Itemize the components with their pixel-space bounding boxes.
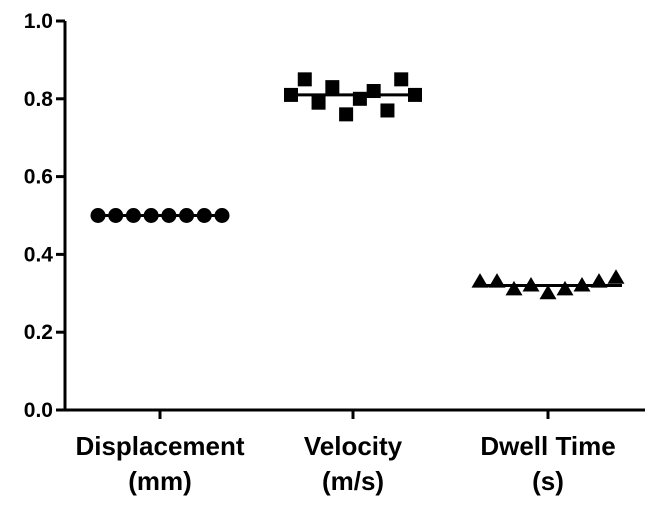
data-point-triangle <box>522 277 540 292</box>
x-category-unit-label: (m/s) <box>322 466 384 496</box>
data-point-triangle <box>607 269 625 284</box>
data-point-circle <box>161 208 177 223</box>
axes: 0.0 0.2 0.4 0.6 0.8 1.0 <box>24 10 645 422</box>
y-tick-label: 0.6 <box>24 166 53 189</box>
data-point-square <box>408 87 422 102</box>
category-labels: Displacement (mm) Velocity (m/s) Dwell Time (… <box>75 431 615 496</box>
data-point-circle <box>125 208 141 223</box>
data-point-square <box>311 95 326 110</box>
y-tick-label: 0.8 <box>24 88 54 111</box>
data-point-triangle <box>590 273 608 288</box>
data-point-square <box>339 107 354 122</box>
data-point-square <box>297 72 312 87</box>
data-point-circle <box>214 208 230 223</box>
data-point-triangle <box>505 280 523 296</box>
data-point-square <box>380 103 395 118</box>
data-point-triangle <box>471 273 489 288</box>
y-tick-label: 1.0 <box>24 10 53 33</box>
data-point-square <box>352 91 367 106</box>
x-category-unit-label: (mm) <box>128 466 192 496</box>
data-point-square <box>394 72 409 87</box>
data-point-square <box>366 84 381 99</box>
data-point-circle <box>196 208 212 223</box>
x-category-label: Dwell Time <box>480 431 615 461</box>
data-point-circle <box>179 208 195 223</box>
x-category-unit-label: (s) <box>532 466 564 496</box>
x-category-label: Displacement <box>75 431 244 461</box>
x-category-label: Velocity <box>304 431 403 461</box>
data-point-triangle <box>488 273 506 288</box>
data-point-triangle <box>573 277 591 292</box>
data-point-circle <box>143 208 159 223</box>
data-point-circle <box>90 208 106 223</box>
y-tick-label: 0.4 <box>24 243 54 266</box>
y-tick-label: 0.2 <box>24 321 53 344</box>
data-point-triangle <box>556 280 574 296</box>
data-marks <box>90 72 625 300</box>
data-point-circle <box>108 208 124 223</box>
y-tick-label: 0.0 <box>24 399 53 422</box>
data-point-square <box>325 80 340 95</box>
data-point-triangle <box>539 284 557 300</box>
data-point-square <box>284 87 298 102</box>
